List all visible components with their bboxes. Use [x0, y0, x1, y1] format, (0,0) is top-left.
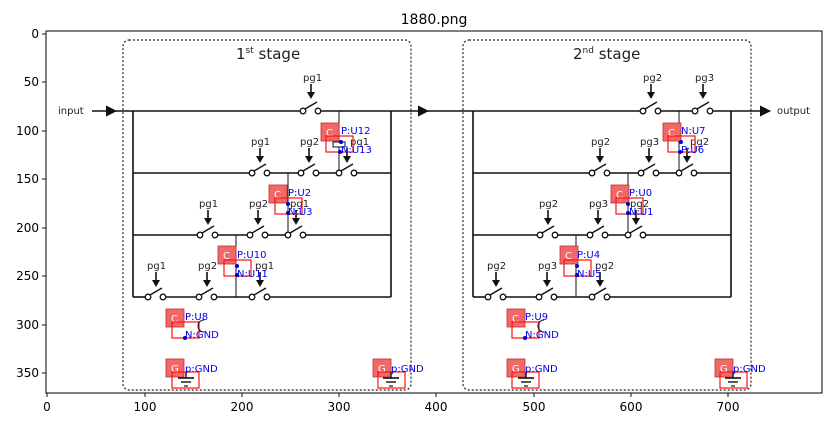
svg-text:C: C — [668, 128, 675, 139]
svg-text:N:U13: N:U13 — [341, 145, 372, 156]
stage2-box — [462, 39, 752, 391]
y-tick-label: 0 — [31, 27, 39, 41]
svg-text:p:GND: p:GND — [733, 364, 766, 375]
y-tick-label: 150 — [16, 172, 39, 186]
svg-text:N:U3: N:U3 — [288, 207, 313, 218]
y-tick-label: 200 — [16, 221, 39, 235]
svg-text:P:U0: P:U0 — [629, 188, 652, 199]
svg-text:C: C — [171, 314, 178, 325]
svg-text:G: G — [171, 364, 179, 375]
x-tick-label: 100 — [134, 400, 157, 414]
pg-label: pg3 — [589, 199, 608, 210]
svg-text:N:U11: N:U11 — [237, 269, 268, 280]
y-tick-label: 50 — [24, 75, 39, 89]
pg-label: pg2 — [300, 137, 319, 148]
stage2-label: 2nd stage — [573, 45, 640, 63]
x-axis: 0 100 200 300 400 500 600 700 — [43, 393, 739, 414]
pg-label: pg2 — [591, 137, 610, 148]
svg-text:C: C — [274, 190, 281, 201]
svg-text:N:GND: N:GND — [525, 330, 559, 341]
y-axis: 0 50 100 150 200 250 300 350 — [16, 27, 46, 380]
x-tick-label: 700 — [717, 400, 740, 414]
stage1-circuit — [132, 83, 392, 301]
stage1-label: 1st stage — [236, 45, 300, 63]
svg-text:P:U12: P:U12 — [341, 126, 370, 137]
pg-label: pg1 — [350, 137, 369, 148]
pg-label: pg1 — [199, 199, 218, 210]
pg-label: pg3 — [538, 261, 557, 272]
input-label: input — [58, 106, 84, 117]
pg-label: pg1 — [290, 199, 309, 210]
svg-text:C: C — [512, 314, 519, 325]
stage2-control-labels: pg2 pg3 pg2 pg3 pg2 pg2 pg3 pg2 pg2 pg3 … — [487, 73, 714, 272]
pg-label: pg1 — [303, 73, 322, 84]
svg-text:p:GND: p:GND — [185, 364, 218, 375]
pg-label: pg2 — [690, 137, 709, 148]
x-tick-label: 300 — [328, 400, 351, 414]
component-annotations: C P:U12 N:U13 C P:U2 N:U3 C P:U10 N:U11 … — [165, 122, 766, 389]
svg-text:C: C — [326, 128, 333, 139]
svg-text:C: C — [616, 190, 623, 201]
svg-text:C: C — [223, 251, 230, 262]
x-tick-label: 200 — [231, 400, 254, 414]
y-tick-label: 350 — [16, 366, 39, 380]
stage2-circuit — [472, 83, 732, 301]
stage1-box — [122, 39, 412, 391]
svg-text:N:GND: N:GND — [185, 330, 219, 341]
output-label: output — [777, 106, 810, 117]
pg-label: pg2 — [630, 199, 649, 210]
svg-text:N:U1: N:U1 — [629, 207, 654, 218]
svg-text:N:U5: N:U5 — [577, 269, 602, 280]
x-tick-label: 600 — [620, 400, 643, 414]
pg-label: pg2 — [539, 199, 558, 210]
svg-text:C: C — [565, 251, 572, 262]
y-tick-label: 250 — [16, 269, 39, 283]
pg-label: pg1 — [255, 261, 274, 272]
pg-label: pg1 — [147, 261, 166, 272]
svg-text:P:U4: P:U4 — [577, 250, 600, 261]
svg-text:P:U9: P:U9 — [525, 312, 548, 323]
svg-text:p:GND: p:GND — [391, 364, 424, 375]
pg-label: pg1 — [251, 137, 270, 148]
svg-text:P:U8: P:U8 — [185, 312, 208, 323]
svg-text:G: G — [378, 364, 386, 375]
pg-label: pg2 — [249, 199, 268, 210]
y-tick-label: 300 — [16, 318, 39, 332]
svg-text:G: G — [720, 364, 728, 375]
svg-text:P:U6: P:U6 — [681, 145, 704, 156]
pg-label: pg2 — [198, 261, 217, 272]
svg-text:p:GND: p:GND — [525, 364, 558, 375]
svg-text:P:U2: P:U2 — [288, 188, 311, 199]
pg-label: pg3 — [695, 73, 714, 84]
pg-label: pg3 — [640, 137, 659, 148]
stage1-control-labels: pg1 pg1 pg2 pg1 pg1 pg2 pg1 pg1 pg2 pg1 — [147, 73, 369, 272]
svg-text:G: G — [512, 364, 520, 375]
figure-title: 1880.png — [401, 12, 468, 28]
svg-text:P:U10: P:U10 — [237, 250, 266, 261]
y-tick-label: 100 — [16, 124, 39, 138]
pg-label: pg2 — [643, 73, 662, 84]
x-tick-label: 0 — [43, 400, 51, 414]
pg-label: pg2 — [487, 261, 506, 272]
svg-text:N:U7: N:U7 — [681, 126, 706, 137]
pg-label: pg2 — [595, 261, 614, 272]
x-tick-label: 400 — [425, 400, 448, 414]
x-tick-label: 500 — [523, 400, 546, 414]
axes-frame — [45, 30, 823, 394]
